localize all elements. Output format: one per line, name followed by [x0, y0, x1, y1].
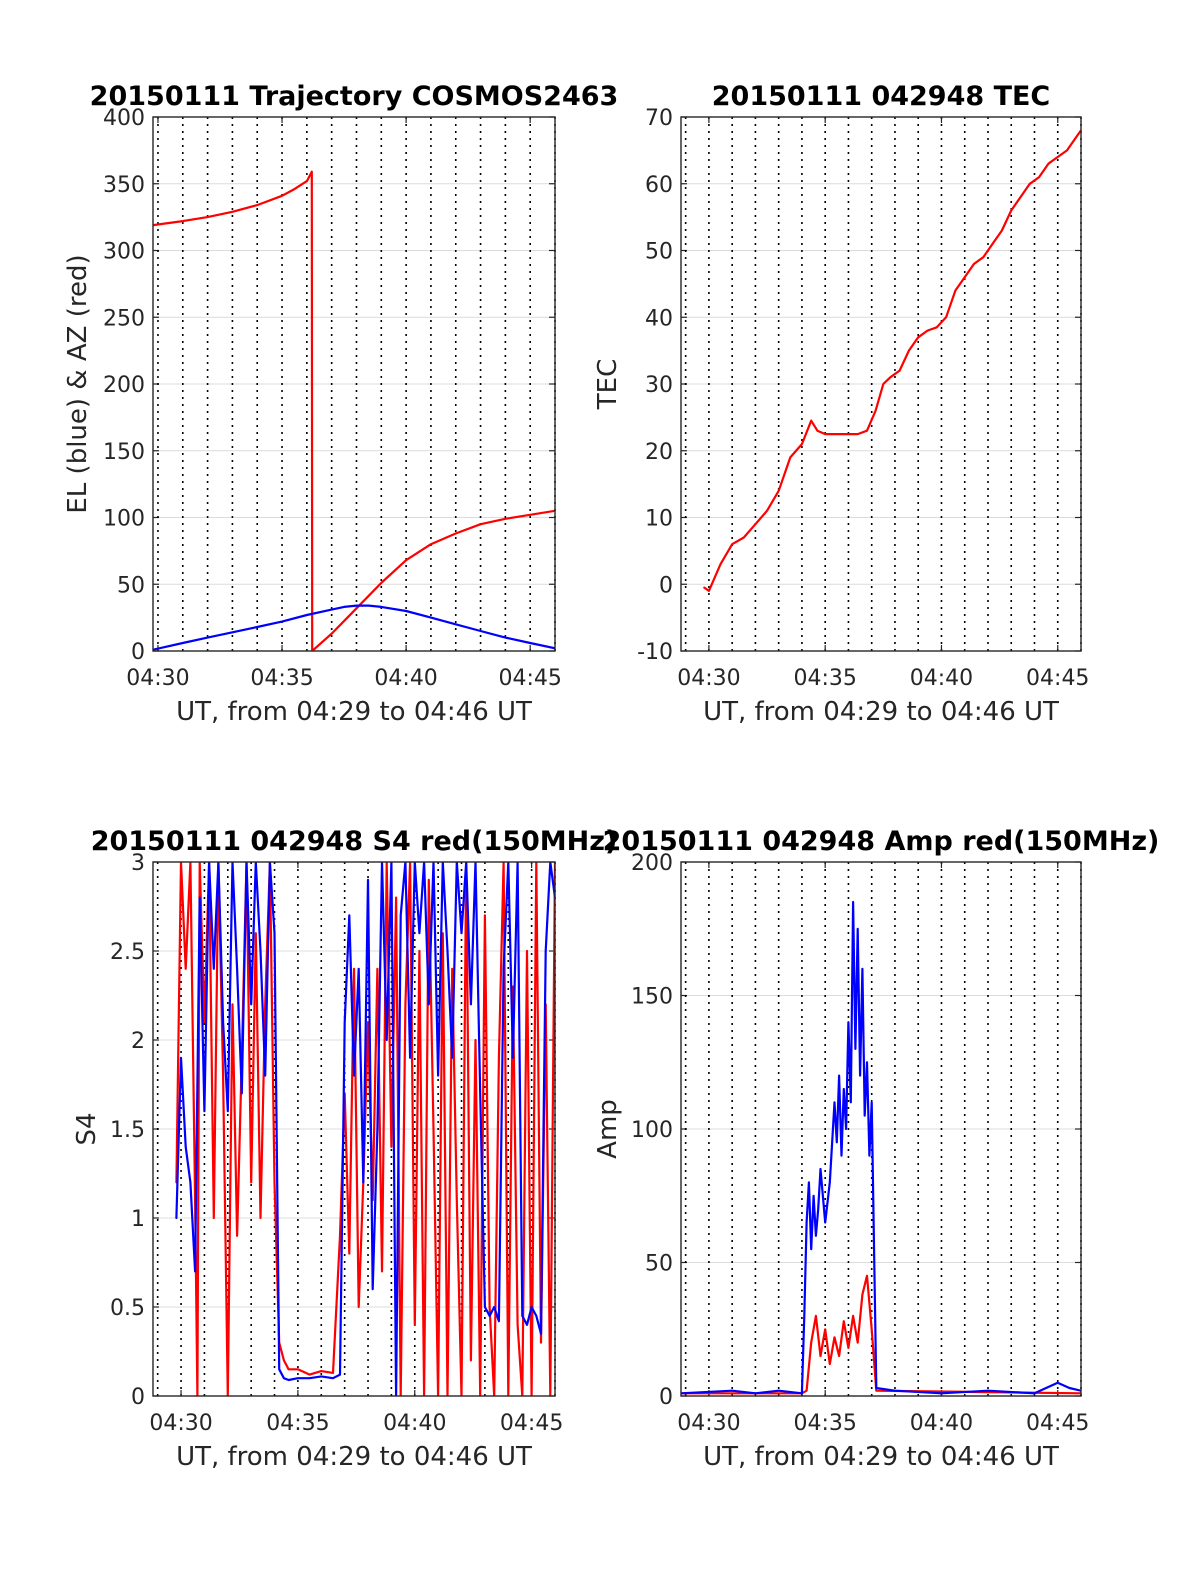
x-tick-label: 04:35	[266, 1411, 329, 1436]
y-tick-label: 60	[645, 173, 673, 198]
y-tick-label: 200	[631, 851, 673, 876]
y-tick-label: 20	[645, 440, 673, 465]
x-tick-label: 04:30	[677, 666, 740, 691]
y-tick-label: 1	[131, 1207, 145, 1232]
y-axis-label: TEC	[593, 359, 623, 410]
plot-frame	[152, 116, 556, 652]
y-axis-label: S4	[72, 1112, 102, 1145]
y-tick-label: 50	[117, 573, 145, 598]
y-tick-label: 150	[103, 440, 145, 465]
x-tick-label: 04:40	[910, 1411, 973, 1436]
x-tick-label: 04:30	[126, 666, 189, 691]
y-axis-label: EL (blue) & AZ (red)	[63, 254, 93, 513]
y-tick-label: 0	[659, 573, 673, 598]
y-tick-label: 30	[645, 373, 673, 398]
series-line-red	[153, 170, 555, 651]
y-tick-label: 250	[103, 306, 145, 331]
chart-title: 20150111 042948 Amp red(150MHz)	[603, 826, 1160, 857]
x-tick-label: 04:30	[677, 1411, 740, 1436]
y-tick-label: 0	[131, 1385, 145, 1410]
y-tick-label: 100	[631, 1118, 673, 1143]
x-axis-label: UT, from 04:29 to 04:46 UT	[176, 1442, 532, 1472]
chart-amp: 0 50 100 150 200 04:30 04:35 04:40 04:45 20150111…	[593, 826, 1159, 1472]
y-tick-label: 1.5	[110, 1118, 145, 1143]
y-tick-label: 100	[103, 507, 145, 532]
x-tick-label: 04:45	[1026, 1411, 1089, 1436]
y-tick-label: 0	[659, 1385, 673, 1410]
y-tick-label: 70	[645, 106, 673, 131]
y-tick-label: 40	[645, 306, 673, 331]
y-tick-label: 2	[131, 1029, 145, 1054]
x-tick-label: 04:40	[910, 666, 973, 691]
series-line-red	[703, 129, 1081, 592]
x-tick-label: 04:40	[383, 1411, 446, 1436]
series-line-blue	[175, 862, 555, 1396]
chart-tec: -10 0 10 20 30 40 50 60 70 04:30 04:35 04:40 04:45 20…	[593, 81, 1089, 727]
x-axis-label: UT, from 04:29 to 04:46 UT	[176, 697, 532, 727]
x-tick-label: 04:40	[374, 666, 437, 691]
x-tick-label: 04:45	[500, 1411, 563, 1436]
x-tick-label: 04:30	[149, 1411, 212, 1436]
y-tick-label: 200	[103, 373, 145, 398]
series-line-red	[175, 862, 555, 1396]
y-tick-label: 0	[131, 640, 145, 665]
series-line-blue	[153, 604, 555, 651]
y-tick-label: 10	[645, 507, 673, 532]
chart-title: 20150111 042948 S4 red(150MHz)	[91, 826, 618, 857]
y-tick-label: 350	[103, 173, 145, 198]
x-tick-label: 04:35	[793, 666, 856, 691]
y-tick-label: 50	[645, 1252, 673, 1277]
plot-frame	[152, 861, 556, 1397]
series-line-blue	[681, 900, 1081, 1395]
plot-frame	[680, 116, 1082, 652]
plot-frame	[680, 861, 1082, 1397]
y-tick-label: -10	[637, 640, 673, 665]
chart-s4: 0 0.5 1 1.5 2 2.5 3 04:30 04:35 04:40 04:45 2015011…	[72, 826, 617, 1472]
x-tick-label: 04:35	[793, 1411, 856, 1436]
y-tick-label: 2.5	[110, 940, 145, 965]
y-tick-label: 0.5	[110, 1296, 145, 1321]
chart-title: 20150111 042948 TEC	[712, 81, 1051, 112]
chart-title: 20150111 Trajectory COSMOS2463	[90, 81, 619, 112]
x-tick-label: 04:35	[250, 666, 313, 691]
chart-trajectory: 0 50 100 150 200 250 300 350 400 04:30 04:35 04:40 0…	[63, 81, 618, 727]
x-tick-label: 04:45	[498, 666, 561, 691]
x-tick-label: 04:45	[1026, 666, 1089, 691]
series-line-red	[681, 1274, 1081, 1395]
y-tick-label: 50	[645, 240, 673, 265]
y-tick-label: 300	[103, 240, 145, 265]
x-axis-label: UT, from 04:29 to 04:46 UT	[703, 1442, 1059, 1472]
y-tick-label: 400	[103, 106, 145, 131]
x-axis-label: UT, from 04:29 to 04:46 UT	[703, 697, 1059, 727]
y-tick-label: 3	[131, 851, 145, 876]
y-axis-label: Amp	[593, 1099, 623, 1159]
y-tick-label: 150	[631, 985, 673, 1010]
